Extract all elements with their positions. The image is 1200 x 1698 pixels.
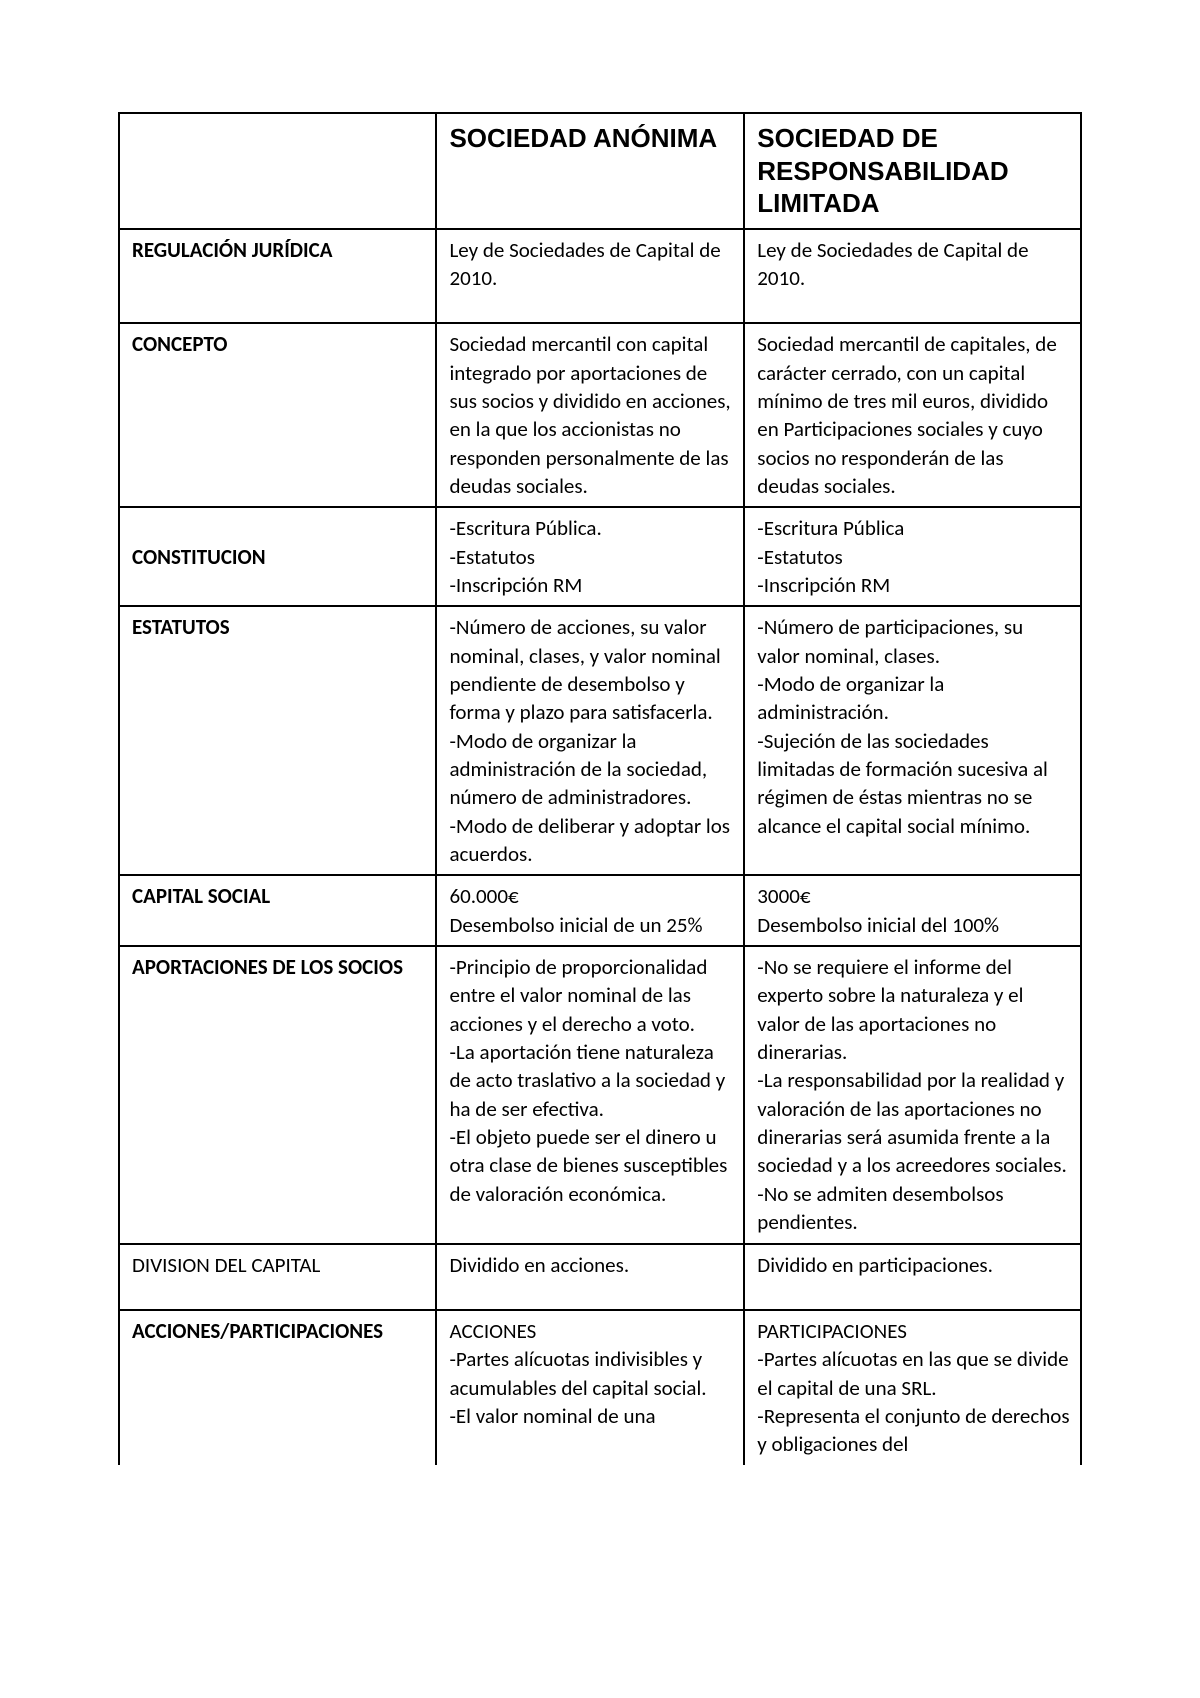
table-row: APORTACIONES DE LOS SOCIOS-Principio de … — [119, 946, 1081, 1243]
table-row: CAPITAL SOCIAL60.000€ Desembolso inicial… — [119, 875, 1081, 946]
comparison-table: SOCIEDAD ANÓNIMASOCIEDAD DE RESPONSABILI… — [118, 112, 1082, 1465]
document-page: SOCIEDAD ANÓNIMASOCIEDAD DE RESPONSABILI… — [0, 0, 1200, 1698]
table-row: REGULACIÓN JURÍDICALey de Sociedades de … — [119, 229, 1081, 324]
table-row: CONCEPTOSociedad mercantil con capital i… — [119, 323, 1081, 507]
cell-sa: Ley de Sociedades de Capital de 2010. — [436, 229, 744, 324]
cell-srl: -No se requiere el informe del experto s… — [744, 946, 1081, 1243]
cell-srl: -Número de participaciones, su valor nom… — [744, 606, 1081, 875]
row-label: ESTATUTOS — [119, 606, 436, 875]
cell-srl: Dividido en participaciones. — [744, 1244, 1081, 1310]
header-sa: SOCIEDAD ANÓNIMA — [436, 113, 744, 229]
cell-srl: PARTICIPACIONES -Partes alícuotas en las… — [744, 1310, 1081, 1465]
cell-srl: -Escritura Pública -Estatutos -Inscripci… — [744, 507, 1081, 606]
cell-sa: Dividido en acciones. — [436, 1244, 744, 1310]
cell-sa: -Escritura Pública. -Estatutos -Inscripc… — [436, 507, 744, 606]
cell-srl: Ley de Sociedades de Capital de 2010. — [744, 229, 1081, 324]
table-body: SOCIEDAD ANÓNIMASOCIEDAD DE RESPONSABILI… — [119, 113, 1081, 1465]
cell-sa: Sociedad mercantil con capital integrado… — [436, 323, 744, 507]
table-header-row: SOCIEDAD ANÓNIMASOCIEDAD DE RESPONSABILI… — [119, 113, 1081, 229]
row-label: ACCIONES/PARTICIPACIONES — [119, 1310, 436, 1465]
cell-srl: Sociedad mercantil de capitales, de cará… — [744, 323, 1081, 507]
row-label: APORTACIONES DE LOS SOCIOS — [119, 946, 436, 1243]
row-label: DIVISION DEL CAPITAL — [119, 1244, 436, 1310]
table-row: CONSTITUCION-Escritura Pública. -Estatut… — [119, 507, 1081, 606]
cell-sa: 60.000€ Desembolso inicial de un 25% — [436, 875, 744, 946]
table-row: ACCIONES/PARTICIPACIONESACCIONES -Partes… — [119, 1310, 1081, 1465]
cell-srl: 3000€ Desembolso inicial del 100% — [744, 875, 1081, 946]
header-srl: SOCIEDAD DE RESPONSABILIDAD LIMITADA — [744, 113, 1081, 229]
cell-sa: -Número de acciones, su valor nominal, c… — [436, 606, 744, 875]
cell-sa: -Principio de proporcionalidad entre el … — [436, 946, 744, 1243]
table-row: DIVISION DEL CAPITALDividido en acciones… — [119, 1244, 1081, 1310]
table-row: ESTATUTOS-Número de acciones, su valor n… — [119, 606, 1081, 875]
header-blank — [119, 113, 436, 229]
row-label: CONSTITUCION — [119, 507, 436, 606]
row-label: CONCEPTO — [119, 323, 436, 507]
cell-sa: ACCIONES -Partes alícuotas indivisibles … — [436, 1310, 744, 1465]
row-label: REGULACIÓN JURÍDICA — [119, 229, 436, 324]
row-label: CAPITAL SOCIAL — [119, 875, 436, 946]
